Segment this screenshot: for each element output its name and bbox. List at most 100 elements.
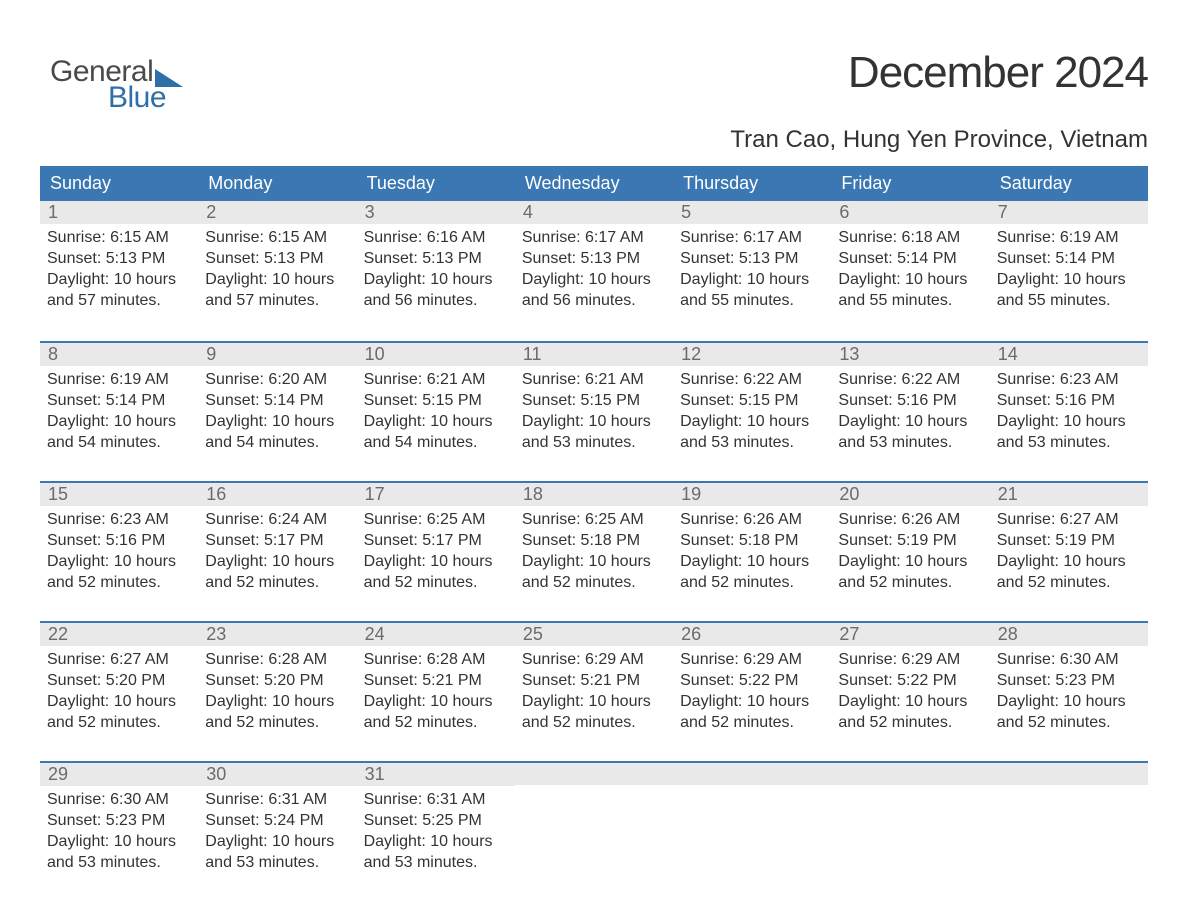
sunrise-text: Sunrise: 6:22 AM: [838, 369, 982, 390]
day-cell: 15Sunrise: 6:23 AMSunset: 5:16 PMDayligh…: [40, 483, 198, 621]
sunrise-text: Sunrise: 6:30 AM: [47, 789, 191, 810]
day-number: 18: [515, 483, 673, 506]
day-body: Sunrise: 6:22 AMSunset: 5:15 PMDaylight:…: [673, 366, 831, 469]
day-number: 13: [831, 343, 989, 366]
day-body: Sunrise: 6:17 AMSunset: 5:13 PMDaylight:…: [673, 224, 831, 327]
sunset-text: Sunset: 5:24 PM: [205, 810, 349, 831]
daylight-text: Daylight: 10 hours and 53 minutes.: [205, 831, 349, 873]
day-cell: 13Sunrise: 6:22 AMSunset: 5:16 PMDayligh…: [831, 343, 989, 481]
day-cell: 31Sunrise: 6:31 AMSunset: 5:25 PMDayligh…: [357, 763, 515, 901]
sunrise-text: Sunrise: 6:26 AM: [680, 509, 824, 530]
empty-day-number: [990, 763, 1148, 785]
sunrise-text: Sunrise: 6:30 AM: [997, 649, 1141, 670]
day-number: 11: [515, 343, 673, 366]
day-body: Sunrise: 6:31 AMSunset: 5:24 PMDaylight:…: [198, 786, 356, 889]
day-body: Sunrise: 6:23 AMSunset: 5:16 PMDaylight:…: [40, 506, 198, 609]
day-body: Sunrise: 6:21 AMSunset: 5:15 PMDaylight:…: [357, 366, 515, 469]
day-number: 21: [990, 483, 1148, 506]
day-body: Sunrise: 6:28 AMSunset: 5:20 PMDaylight:…: [198, 646, 356, 749]
sunset-text: Sunset: 5:17 PM: [205, 530, 349, 551]
location-subtitle: Tran Cao, Hung Yen Province, Vietnam: [730, 126, 1148, 154]
sunset-text: Sunset: 5:13 PM: [522, 248, 666, 269]
sunrise-text: Sunrise: 6:29 AM: [522, 649, 666, 670]
day-cell: 19Sunrise: 6:26 AMSunset: 5:18 PMDayligh…: [673, 483, 831, 621]
day-body: Sunrise: 6:30 AMSunset: 5:23 PMDaylight:…: [990, 646, 1148, 749]
sunset-text: Sunset: 5:14 PM: [47, 390, 191, 411]
day-cell: 21Sunrise: 6:27 AMSunset: 5:19 PMDayligh…: [990, 483, 1148, 621]
day-body: Sunrise: 6:29 AMSunset: 5:22 PMDaylight:…: [673, 646, 831, 749]
day-number: 10: [357, 343, 515, 366]
day-cell: 4Sunrise: 6:17 AMSunset: 5:13 PMDaylight…: [515, 201, 673, 341]
daylight-text: Daylight: 10 hours and 53 minutes.: [364, 831, 508, 873]
sunrise-text: Sunrise: 6:21 AM: [522, 369, 666, 390]
sunset-text: Sunset: 5:22 PM: [680, 670, 824, 691]
day-number: 23: [198, 623, 356, 646]
day-body: Sunrise: 6:26 AMSunset: 5:19 PMDaylight:…: [831, 506, 989, 609]
day-number: 28: [990, 623, 1148, 646]
day-body: Sunrise: 6:20 AMSunset: 5:14 PMDaylight:…: [198, 366, 356, 469]
day-cell: [990, 763, 1148, 901]
day-number: 6: [831, 201, 989, 224]
sunrise-text: Sunrise: 6:29 AM: [838, 649, 982, 670]
daylight-text: Daylight: 10 hours and 52 minutes.: [997, 691, 1141, 733]
empty-day-number: [831, 763, 989, 785]
daylight-text: Daylight: 10 hours and 54 minutes.: [205, 411, 349, 453]
empty-day-number: [515, 763, 673, 785]
daylight-text: Daylight: 10 hours and 52 minutes.: [205, 691, 349, 733]
daylight-text: Daylight: 10 hours and 52 minutes.: [364, 691, 508, 733]
daylight-text: Daylight: 10 hours and 53 minutes.: [522, 411, 666, 453]
sunset-text: Sunset: 5:14 PM: [997, 248, 1141, 269]
brand-logo: General Blue: [50, 55, 183, 115]
day-body: Sunrise: 6:17 AMSunset: 5:13 PMDaylight:…: [515, 224, 673, 327]
day-cell: 25Sunrise: 6:29 AMSunset: 5:21 PMDayligh…: [515, 623, 673, 761]
day-number: 4: [515, 201, 673, 224]
sunset-text: Sunset: 5:13 PM: [680, 248, 824, 269]
sunrise-text: Sunrise: 6:17 AM: [680, 227, 824, 248]
sunrise-text: Sunrise: 6:22 AM: [680, 369, 824, 390]
day-cell: 10Sunrise: 6:21 AMSunset: 5:15 PMDayligh…: [357, 343, 515, 481]
day-number: 20: [831, 483, 989, 506]
sunset-text: Sunset: 5:20 PM: [47, 670, 191, 691]
sunset-text: Sunset: 5:21 PM: [522, 670, 666, 691]
day-cell: 17Sunrise: 6:25 AMSunset: 5:17 PMDayligh…: [357, 483, 515, 621]
day-number: 15: [40, 483, 198, 506]
sunset-text: Sunset: 5:18 PM: [680, 530, 824, 551]
day-number: 31: [357, 763, 515, 786]
header: General Blue December 2024 Tran Cao, Hun…: [40, 20, 1148, 160]
sunrise-text: Sunrise: 6:15 AM: [205, 227, 349, 248]
sunrise-text: Sunrise: 6:19 AM: [47, 369, 191, 390]
week-row: 22Sunrise: 6:27 AMSunset: 5:20 PMDayligh…: [40, 621, 1148, 761]
day-body: Sunrise: 6:23 AMSunset: 5:16 PMDaylight:…: [990, 366, 1148, 469]
daylight-text: Daylight: 10 hours and 54 minutes.: [364, 411, 508, 453]
sunrise-text: Sunrise: 6:17 AM: [522, 227, 666, 248]
day-cell: 9Sunrise: 6:20 AMSunset: 5:14 PMDaylight…: [198, 343, 356, 481]
day-cell: 12Sunrise: 6:22 AMSunset: 5:15 PMDayligh…: [673, 343, 831, 481]
title-block: December 2024 Tran Cao, Hung Yen Provinc…: [730, 48, 1148, 160]
day-body: Sunrise: 6:25 AMSunset: 5:17 PMDaylight:…: [357, 506, 515, 609]
day-cell: [515, 763, 673, 901]
sunset-text: Sunset: 5:16 PM: [47, 530, 191, 551]
day-cell: 23Sunrise: 6:28 AMSunset: 5:20 PMDayligh…: [198, 623, 356, 761]
sunset-text: Sunset: 5:21 PM: [364, 670, 508, 691]
week-row: 1 Sunrise: 6:15 AM Sunset: 5:13 PM Daylight…: [40, 201, 1148, 341]
sunset-text: Sunset: 5:16 PM: [838, 390, 982, 411]
day-number: 1: [40, 201, 198, 224]
day-cell: 22Sunrise: 6:27 AMSunset: 5:20 PMDayligh…: [40, 623, 198, 761]
sunrise-text: Sunrise: 6:16 AM: [364, 227, 508, 248]
day-body: Sunrise: 6:19 AMSunset: 5:14 PMDaylight:…: [990, 224, 1148, 327]
sunrise-text: Sunrise: 6:31 AM: [205, 789, 349, 810]
day-number: 3: [357, 201, 515, 224]
weekday-header-row: SundayMondayTuesdayWednesdayThursdayFrid…: [40, 166, 1148, 201]
weeks-container: 1 Sunrise: 6:15 AM Sunset: 5:13 PM Daylight…: [40, 201, 1148, 901]
day-cell: 27Sunrise: 6:29 AMSunset: 5:22 PMDayligh…: [831, 623, 989, 761]
sunset-text: Sunset: 5:18 PM: [522, 530, 666, 551]
day-number: 8: [40, 343, 198, 366]
day-body: Sunrise: 6:27 AMSunset: 5:19 PMDaylight:…: [990, 506, 1148, 609]
daylight-text: Daylight: 10 hours and 53 minutes.: [47, 831, 191, 873]
daylight-text: Daylight: 10 hours and 57 minutes.: [205, 269, 349, 311]
sunset-text: Sunset: 5:16 PM: [997, 390, 1141, 411]
brand-word2: Blue: [108, 81, 166, 115]
day-number: 9: [198, 343, 356, 366]
daylight-text: Daylight: 10 hours and 52 minutes.: [522, 551, 666, 593]
sunrise-text: Sunrise: 6:25 AM: [364, 509, 508, 530]
